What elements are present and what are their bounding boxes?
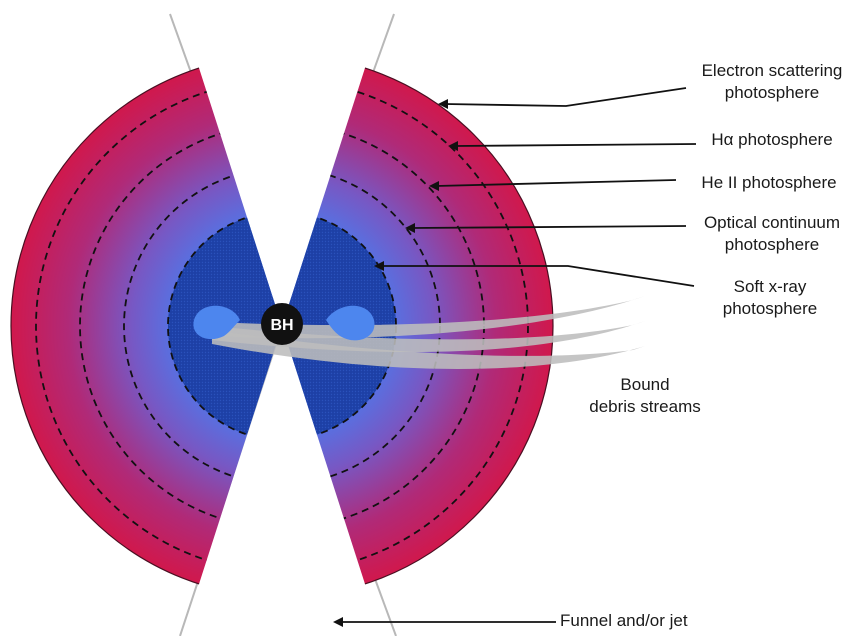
shell-electron-scattering-left <box>35 79 282 573</box>
arrowhead-electron-scattering <box>438 99 448 109</box>
label-soft-xray: Soft x-ray photosphere <box>722 277 818 318</box>
arrowhead-h-alpha <box>448 141 458 151</box>
arrow-soft-xray <box>381 265 695 287</box>
label-funnel-jet: Funnel and/or jet <box>560 611 688 630</box>
pointer-arrows <box>340 87 697 623</box>
shell-he-ii-left <box>123 167 282 485</box>
black-hole-label: BH <box>270 317 293 334</box>
inner-blob-right <box>326 305 375 341</box>
inner-blob-left <box>193 305 240 340</box>
arrow-optical-continuum <box>411 225 687 229</box>
envelope-left-lobe <box>10 54 282 598</box>
arrowhead-he-ii <box>429 181 439 191</box>
label-debris-streams: Bound debris streams <box>589 375 701 416</box>
arrow-h-alpha <box>454 143 697 147</box>
label-electron-scattering: Electron scattering photosphere <box>701 61 843 102</box>
soft-xray-core-left <box>168 212 282 440</box>
arrowhead-funnel <box>333 617 343 627</box>
debris-streams <box>212 296 645 369</box>
arrow-he-ii <box>435 179 677 187</box>
soft-xray-core-right <box>282 212 396 440</box>
debris-stream-lower <box>212 330 645 369</box>
label-optical-continuum: Optical continuum photosphere <box>703 213 841 254</box>
black-hole <box>261 303 303 345</box>
arrow-electron-scattering <box>444 87 687 107</box>
arrowheads <box>333 99 458 627</box>
shell-electron-scattering-right <box>282 79 529 573</box>
debris-stream-upper <box>212 296 645 339</box>
label-h-alpha: Hα photosphere <box>711 130 833 149</box>
arrowhead-optical-continuum <box>405 223 415 233</box>
arrowhead-soft-xray <box>374 261 384 271</box>
label-he-ii: He II photosphere <box>701 173 837 192</box>
